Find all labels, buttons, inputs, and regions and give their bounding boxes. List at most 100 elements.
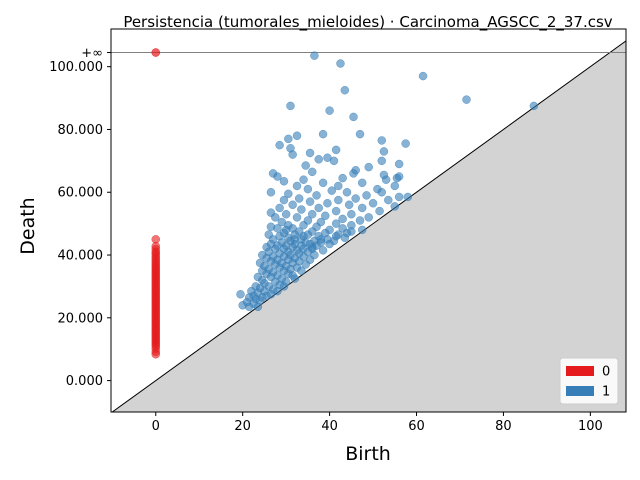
data-point [338, 214, 347, 224]
data-point [303, 184, 313, 194]
data-point [290, 274, 300, 283]
data-point [310, 51, 319, 60]
data-point [331, 219, 341, 228]
series-1 [236, 51, 539, 312]
data-point [334, 195, 343, 205]
y-tick-label: 60.000 [58, 186, 104, 201]
data-point [355, 216, 365, 225]
data-point [327, 186, 337, 195]
data-point [362, 191, 371, 200]
data-point [318, 178, 328, 188]
data-point [275, 140, 284, 150]
data-point [418, 71, 428, 81]
data-point [292, 213, 302, 222]
data-point [394, 159, 404, 169]
data-point [381, 175, 391, 184]
data-point [331, 145, 341, 155]
data-point [281, 225, 291, 235]
diagonal-line [111, 40, 626, 412]
data-point [357, 225, 367, 235]
data-point [271, 213, 280, 222]
data-point [377, 136, 387, 145]
data-point [390, 181, 400, 191]
data-point [301, 161, 310, 170]
data-point [294, 194, 304, 203]
data-point [292, 181, 302, 191]
data-point [394, 192, 404, 202]
data-point [357, 178, 367, 188]
series-0 [151, 48, 161, 359]
data-point [273, 172, 282, 181]
data-point [403, 192, 413, 202]
x-tick-label: 60 [408, 419, 425, 434]
data-point [377, 187, 387, 197]
data-point [305, 197, 315, 206]
infinite-data-point [151, 48, 161, 57]
y-axis-label: Death [17, 197, 39, 254]
x-axis-label: Birth [345, 443, 391, 465]
data-point [288, 150, 297, 159]
data-point [279, 177, 289, 186]
data-point [392, 173, 402, 183]
legend-label: 0 [602, 365, 610, 380]
plot-frame [110, 28, 627, 413]
data-point [379, 147, 389, 156]
data-point [273, 224, 282, 233]
data-point [375, 206, 384, 216]
legend-swatch [566, 386, 594, 396]
data-point [297, 266, 306, 275]
x-tick-label: 20 [234, 419, 251, 434]
below-diagonal-region [111, 40, 626, 412]
data-point [334, 230, 343, 239]
data-point [462, 95, 471, 104]
data-point [299, 220, 308, 230]
data-point [284, 134, 293, 144]
data-point [390, 202, 400, 211]
data-point [336, 59, 345, 68]
data-point [349, 169, 358, 178]
data-point [338, 173, 347, 183]
data-point [301, 260, 310, 269]
y-tick-label: 40.000 [58, 249, 104, 264]
data-point [349, 112, 358, 122]
data-point [318, 246, 328, 255]
data-point [307, 244, 317, 254]
data-point [286, 101, 295, 111]
data-point [355, 129, 365, 139]
infinity-tick-label: +∞ [81, 46, 103, 61]
data-point [151, 349, 161, 359]
data-point [334, 181, 343, 191]
data-point [364, 162, 373, 172]
plot-area [111, 40, 626, 412]
data-point [281, 209, 291, 219]
y-tick-label: 100.000 [49, 60, 103, 75]
data-point [307, 209, 317, 219]
data-point [342, 187, 352, 197]
data-point [329, 156, 339, 166]
x-tick-label: 0 [152, 419, 160, 434]
data-point [344, 200, 354, 210]
legend-label: 1 [602, 385, 610, 400]
data-point [297, 205, 306, 214]
axes: 0 20 40 60 80 100 0.000 20.000 40.000 60.000 80.00… [49, 28, 627, 434]
data-point [340, 85, 350, 95]
y-tick-label: 80.000 [58, 123, 104, 138]
data-point [368, 198, 378, 208]
data-point [316, 235, 326, 244]
data-point [292, 131, 302, 140]
data-point [255, 296, 265, 305]
data-point [321, 211, 330, 221]
data-point [266, 187, 276, 197]
data-point [275, 203, 284, 213]
chart-title: Persistencia (tumorales_mieloides) · Car… [123, 13, 612, 32]
data-point [299, 231, 308, 241]
data-point [377, 156, 387, 166]
data-point [325, 106, 334, 115]
data-point [244, 302, 254, 312]
data-point [314, 203, 323, 213]
data-point [305, 148, 315, 158]
y-tick-label: 0.000 [66, 374, 103, 389]
data-point [351, 194, 360, 203]
data-point [357, 203, 367, 213]
data-point [312, 191, 321, 200]
